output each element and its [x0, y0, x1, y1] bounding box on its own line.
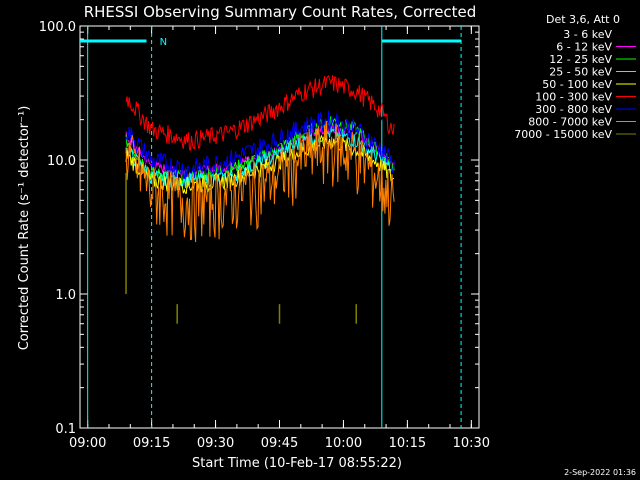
- legend-entry-label: 100 - 300 keV: [535, 91, 612, 104]
- y-tick-label: 10.0: [47, 154, 76, 169]
- legend-entry-label: 3 - 6 keV: [563, 28, 612, 41]
- legend-entry-label: 25 - 50 keV: [549, 66, 612, 79]
- legend-entry-label: 300 - 800 keV: [535, 103, 612, 116]
- x-tick-label: 09:15: [133, 436, 170, 451]
- legend-entry-label: 7000 - 15000 keV: [514, 128, 612, 141]
- legend-entry-label: 50 - 100 keV: [542, 78, 612, 91]
- x-tick-label: 10:15: [389, 436, 426, 451]
- series-line: [125, 121, 395, 243]
- x-tick-label: 09:45: [261, 436, 298, 451]
- x-tick-label: 10:30: [453, 436, 490, 451]
- chart-title: RHESSI Observing Summary Count Rates, Co…: [84, 3, 477, 21]
- legend-entry-label: 6 - 12 keV: [556, 41, 612, 54]
- legend-entry-label: 800 - 7000 keV: [528, 116, 612, 129]
- y-tick-label: 1.0: [55, 288, 76, 303]
- plot-area: 100.0 10.0 1.0 0.109:00 09:15 09:30 09:45 10:00…: [39, 20, 636, 451]
- series-line: [125, 75, 395, 152]
- plot-frame: [79, 25, 480, 429]
- x-tick-label: 09:30: [197, 436, 234, 451]
- y-axis-label: Corrected Count Rate (s⁻¹ detector⁻¹): [17, 106, 32, 351]
- annotation-label: N: [160, 37, 167, 48]
- y-tick-label: 100.0: [39, 20, 76, 35]
- x-tick-label: 09:00: [69, 436, 106, 451]
- legend-entry-label: 12 - 25 keV: [549, 53, 612, 66]
- x-tick-label: 10:00: [325, 436, 362, 451]
- x-axis-label: Start Time (10-Feb-17 08:55:22): [192, 456, 402, 471]
- y-tick-label: 0.1: [55, 422, 76, 437]
- timestamp: 2-Sep-2022 01:36: [564, 468, 636, 477]
- series-line: [125, 110, 395, 180]
- legend-header: Det 3,6, Att 0: [546, 13, 620, 26]
